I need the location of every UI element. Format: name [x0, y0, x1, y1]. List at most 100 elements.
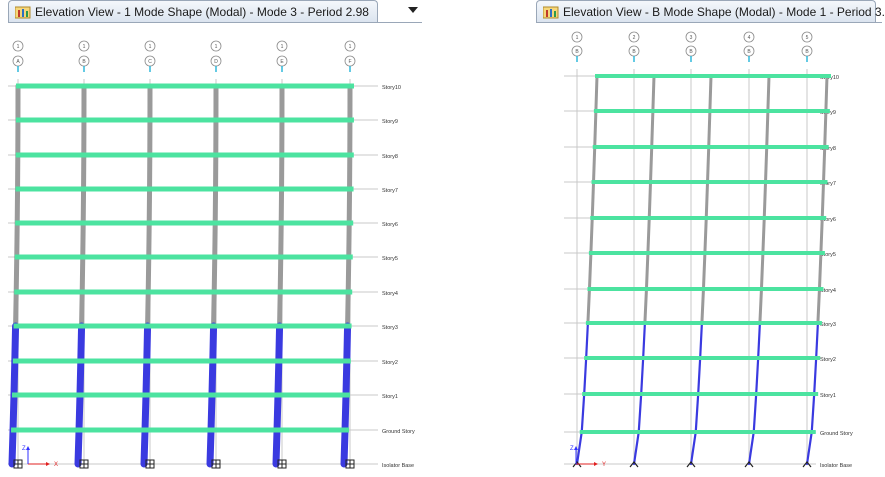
- deformed-column: [208, 357, 217, 399]
- deformed-column: [643, 287, 648, 325]
- support-icon: [572, 461, 582, 468]
- grid-bubble-top-label: 1: [281, 44, 284, 50]
- grid-bubble-top: [276, 40, 288, 52]
- deformed-column: [644, 251, 650, 291]
- deformed-column: [762, 180, 768, 220]
- axis-arrowhead: [46, 462, 50, 466]
- deformed-column: [817, 251, 823, 291]
- grid-bubble-bottom-label: B: [747, 49, 751, 55]
- story-label: Story5: [820, 252, 836, 258]
- deformed-column: [13, 254, 20, 295]
- axis-label-vertical: Z: [22, 446, 26, 452]
- support-icon: [629, 461, 639, 468]
- deformed-column: [145, 254, 152, 295]
- deformed-column: [211, 254, 218, 295]
- left-view-tab[interactable]: Elevation View - 1 Mode Shape (Modal) - …: [8, 0, 378, 22]
- deformed-column: [211, 289, 217, 329]
- story-label: Story3: [820, 322, 836, 328]
- deformed-column: [810, 392, 816, 434]
- deformed-column: [13, 289, 19, 329]
- deformed-column: [9, 391, 18, 434]
- deformed-column: [646, 216, 651, 255]
- grid-bubble-top-label: 1: [576, 35, 579, 41]
- deformed-column: [637, 392, 643, 434]
- story-label: Story9: [382, 119, 398, 125]
- grid-bubble-bottom-label: F: [348, 59, 351, 65]
- deformed-column: [757, 321, 762, 360]
- deformed-column: [752, 392, 758, 434]
- deformed-column: [586, 287, 591, 325]
- deformed-column: [647, 180, 653, 220]
- deformed-column: [816, 287, 821, 325]
- axis-label-vertical: Z: [570, 446, 574, 452]
- deformed-column: [766, 74, 771, 113]
- grid-bubble-bottom-label: C: [148, 59, 152, 65]
- deformed-column: [706, 145, 711, 184]
- axis-label-horizontal: X: [54, 462, 58, 468]
- deformed-column: [141, 391, 150, 434]
- left-elevation-canvas[interactable]: Story10 Story9 Story8 Story7 Story6 Story5 Sto…: [0, 24, 430, 477]
- deformed-column: [77, 322, 86, 365]
- deformed-column: [759, 251, 765, 291]
- deformed-column: [206, 426, 215, 468]
- axis-arrowhead: [594, 462, 598, 466]
- deformed-column: [277, 289, 283, 329]
- deformed-column: [342, 357, 351, 399]
- grid-bubble-top: [78, 40, 90, 52]
- grid-bubble-top-label: 4: [748, 35, 751, 41]
- chevron-down-icon[interactable]: [408, 6, 418, 17]
- grid-bubble-top-label: 1: [17, 44, 20, 50]
- right-view-title: Elevation View - B Mode Shape (Modal) - …: [563, 4, 885, 19]
- deformed-column: [813, 356, 818, 396]
- deformed-column: [650, 109, 655, 149]
- axis-arrowhead: [574, 446, 578, 450]
- etabs-window-icon: [14, 5, 31, 19]
- story-label: Story1: [382, 394, 398, 400]
- grid-bubble-bottom-label: B: [689, 49, 693, 55]
- story-label: Story10: [382, 85, 401, 91]
- deformed-column: [815, 321, 820, 360]
- grid-bubble-top: [210, 40, 222, 52]
- story-label: Story8: [382, 154, 398, 160]
- grid-bubble-bottom-label: D: [214, 59, 218, 65]
- deformed-column: [585, 321, 590, 360]
- support-icon: [802, 461, 812, 468]
- story-label: Story4: [382, 291, 398, 297]
- deformed-column: [76, 357, 85, 399]
- story-label: Story6: [820, 217, 836, 223]
- deformed-column: [703, 216, 708, 255]
- deformed-column: [590, 180, 596, 220]
- deformed-column: [707, 109, 712, 149]
- deformed-column: [273, 391, 282, 434]
- deformed-column: [747, 430, 755, 466]
- grid-bubble-top: [571, 31, 583, 43]
- deformed-column: [758, 287, 763, 325]
- deformed-column: [75, 391, 84, 434]
- axis-arrowhead: [26, 446, 30, 450]
- grid-bubble-bottom-label: B: [805, 49, 809, 55]
- deformed-column: [8, 426, 17, 468]
- deformed-column: [649, 145, 654, 184]
- deformed-column: [761, 216, 766, 255]
- deformed-column: [580, 392, 586, 434]
- grid-bubble-top-label: 1: [83, 44, 86, 50]
- right-elevation-canvas[interactable]: Story10Story9Story8Story7Story6Story5Sto…: [536, 24, 885, 477]
- grid-bubble-top-label: 1: [215, 44, 218, 50]
- right-view-tab[interactable]: Elevation View - B Mode Shape (Modal) - …: [536, 0, 885, 22]
- grid-bubble-top-label: 5: [806, 35, 809, 41]
- etabs-window-icon: [542, 5, 559, 19]
- deformed-column: [275, 322, 284, 365]
- deformed-column: [632, 430, 640, 466]
- deformed-column: [689, 430, 697, 466]
- deformed-column: [583, 356, 588, 396]
- deformed-column: [823, 109, 828, 149]
- story-label: Story1: [820, 393, 836, 399]
- deformed-column: [345, 254, 352, 295]
- story-label: Story2: [820, 357, 836, 363]
- deformed-column: [824, 74, 829, 113]
- grid-bubble-bottom-label: A: [16, 59, 20, 65]
- deformed-column: [207, 391, 216, 434]
- deformed-column: [642, 321, 647, 360]
- story-label: Story3: [382, 325, 398, 331]
- left-view-title: Elevation View - 1 Mode Shape (Modal) - …: [35, 4, 369, 19]
